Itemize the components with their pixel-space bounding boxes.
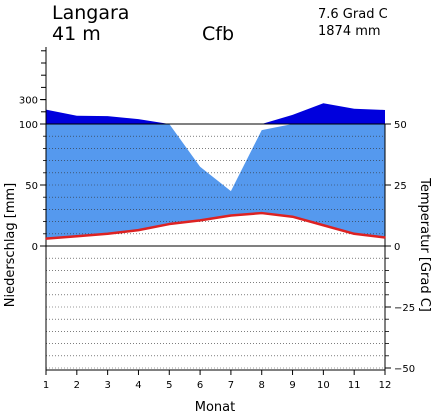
x-axis-label: Monat — [195, 400, 235, 415]
right-tick-label: 25 — [394, 181, 407, 192]
x-tick-label: 3 — [104, 380, 110, 391]
left-tick-label: 100 — [19, 120, 38, 131]
right-tick-label: −25 — [394, 303, 415, 314]
x-tick-label: 4 — [135, 380, 141, 391]
temperature-point — [353, 233, 355, 235]
x-tick-label: 1 — [43, 380, 49, 391]
annual-precipitation: 1874 mm — [318, 24, 381, 39]
right-tick-label: 50 — [394, 120, 407, 131]
x-tick-label: 2 — [74, 380, 80, 391]
temperature-point — [384, 236, 386, 239]
temperature-point — [260, 212, 263, 214]
mean-temperature: 7.6 Grad C — [318, 7, 388, 22]
climate-class: Cfb — [202, 23, 234, 45]
y-axis-label-right: Temperatur [Grad C] — [417, 177, 432, 312]
left-tick-label: 300 — [19, 96, 38, 107]
station-name: Langara — [52, 2, 129, 24]
temperature-point — [106, 233, 109, 235]
temperature-point — [168, 223, 171, 225]
left-tick-label: 0 — [32, 242, 38, 253]
temperature-line — [45, 211, 386, 240]
temperature-point — [76, 235, 78, 238]
temperature-point — [199, 219, 201, 222]
x-tick-label: 8 — [259, 380, 265, 391]
temperature-point — [291, 215, 294, 218]
x-tick-label: 12 — [379, 380, 392, 391]
temperature-point — [230, 214, 232, 217]
x-tick-label: 6 — [197, 380, 203, 391]
right-tick-label: 0 — [394, 242, 400, 253]
station-elevation: 41 m — [52, 23, 101, 45]
x-tick-label: 7 — [228, 380, 234, 391]
x-tick-label: 10 — [317, 380, 330, 391]
temperature-point — [322, 224, 325, 227]
y-axis-label-left: Niederschlag [mm] — [3, 183, 18, 308]
excess-precipitation-area — [46, 103, 385, 124]
x-tick-label: 11 — [348, 380, 361, 391]
right-tick-label: −50 — [394, 364, 415, 375]
left-tick-label: 50 — [25, 181, 38, 192]
x-tick-label: 5 — [166, 380, 172, 391]
temperature-point — [137, 229, 140, 231]
temperature-point — [45, 237, 47, 240]
x-tick-label: 9 — [289, 380, 295, 391]
humid-area — [46, 124, 385, 239]
